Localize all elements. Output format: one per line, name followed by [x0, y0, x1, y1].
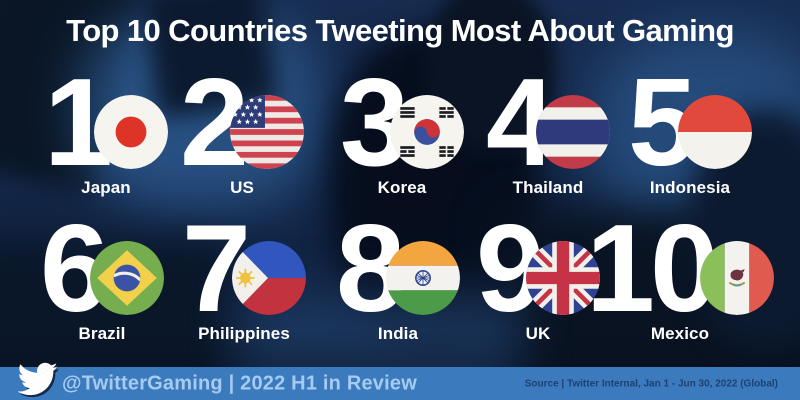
rank-item-philippines: 7 — [182, 207, 306, 344]
country-label: India — [377, 324, 419, 344]
country-label: Philippines — [198, 324, 290, 344]
rank-item-india: 8 — [336, 207, 460, 344]
infographic-title: Top 10 Countries Tweeting Most About Gam… — [66, 13, 734, 48]
rank-item-uk: 9 UK — [476, 207, 600, 344]
country-label: Indonesia — [649, 178, 731, 198]
rank-item-indonesia: 5 Indonesia — [628, 61, 752, 198]
country-label: Thailand — [512, 178, 584, 198]
rank-item-us: 2 — [180, 61, 304, 198]
rank-item-japan: 1 Japan — [44, 61, 168, 198]
country-label: Korea — [377, 178, 427, 198]
source-attribution: Source | Twitter Internal, Jan 1 - Jun 3… — [524, 378, 778, 389]
twitter-bird-icon — [14, 358, 60, 400]
indonesia-flag-icon — [677, 95, 752, 170]
rank-item-brazil: 6 Brazil — [40, 207, 164, 344]
footer-bar: @TwitterGaming | 2022 H1 in Review Sourc… — [0, 362, 800, 400]
twitter-handle: @TwitterGaming | 2022 H1 in Review — [62, 372, 417, 394]
country-label: Brazil — [78, 324, 126, 344]
india-flag-icon — [385, 241, 460, 316]
rank-item-mexico: 10 Mexico — [586, 200, 774, 344]
mexico-flag-icon — [699, 241, 774, 316]
japan-flag-icon — [93, 95, 168, 170]
rank-item-korea: 3 — [340, 61, 464, 198]
country-label: Mexico — [650, 324, 710, 344]
thailand-flag-icon — [535, 95, 610, 170]
uk-flag-icon — [525, 241, 600, 316]
brazil-flag-icon — [89, 241, 164, 316]
philippines-flag-icon — [231, 241, 306, 316]
korea-flag-icon — [389, 95, 464, 170]
country-label: Japan — [81, 178, 131, 198]
us-flag-icon — [229, 95, 304, 170]
rank-item-thailand: 4 Thailand — [486, 61, 610, 198]
country-label: UK — [525, 324, 551, 344]
country-label: US — [230, 178, 254, 198]
rank-number: 10 — [586, 200, 719, 338]
